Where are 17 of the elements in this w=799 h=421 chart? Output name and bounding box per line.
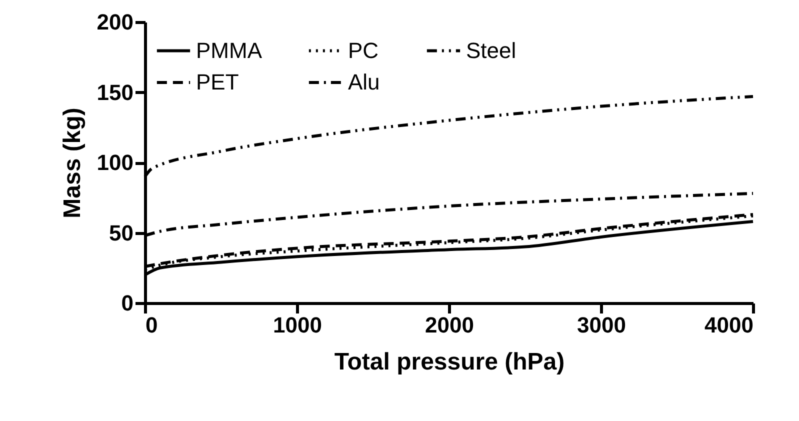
- y-tick-label: 200: [96, 10, 134, 34]
- y-tick-label: 150: [96, 80, 134, 105]
- x-tick-label: 2000: [425, 312, 474, 338]
- x-tick-label: 0: [146, 312, 158, 338]
- x-axis-title: Total pressure (hPa): [334, 348, 565, 376]
- legend-label: Alu: [348, 70, 380, 94]
- legend-label: PC: [348, 38, 379, 63]
- y-tick-label: 100: [96, 150, 134, 175]
- y-tick-label: 50: [109, 220, 134, 246]
- y-axis-title: Mass (kg): [58, 108, 86, 218]
- legend-label: Steel: [466, 38, 516, 63]
- x-tick-label: 1000: [273, 312, 322, 338]
- legend-label: PMMA: [196, 38, 262, 63]
- legend-label: PET: [196, 70, 239, 94]
- x-tick-label: 3000: [577, 312, 626, 338]
- y-tick-label: 0: [121, 290, 134, 316]
- x-tick-label: 4000: [704, 312, 754, 338]
